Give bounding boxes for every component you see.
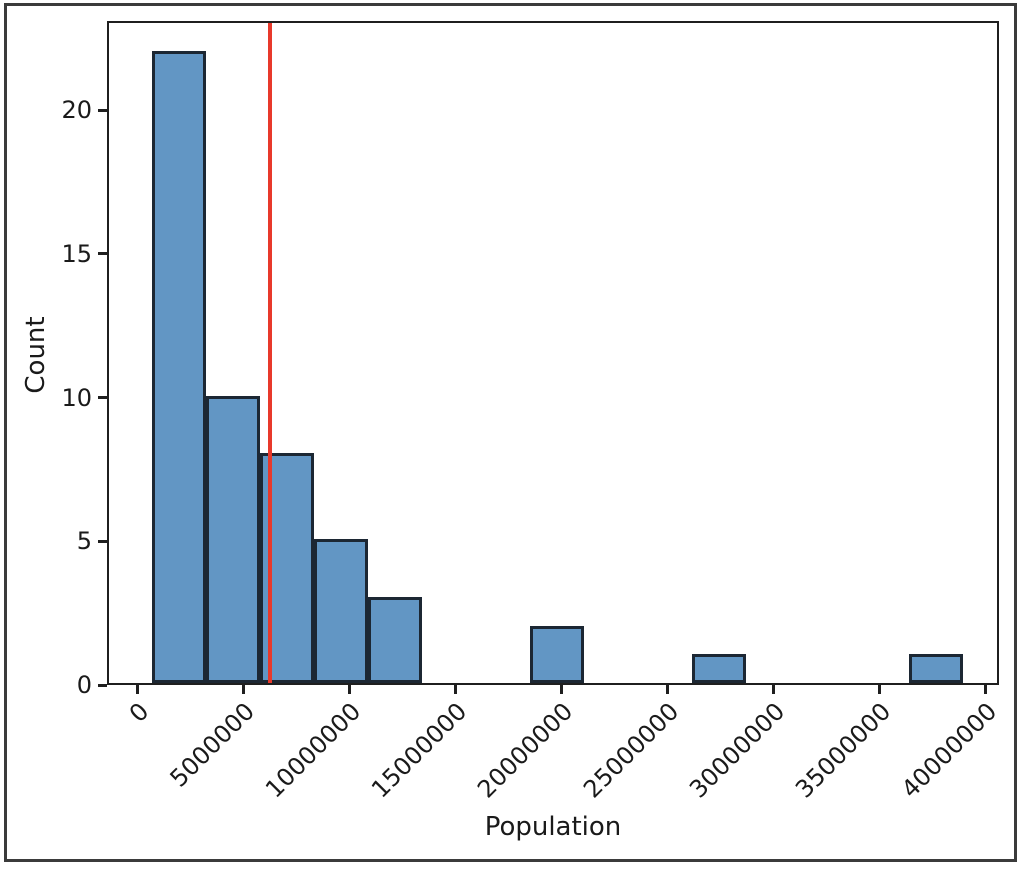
histogram-bar bbox=[151, 50, 206, 683]
y-tick-mark bbox=[98, 396, 107, 400]
histogram-bar bbox=[205, 395, 260, 683]
x-tick-mark bbox=[559, 685, 563, 694]
y-tick-mark bbox=[98, 539, 107, 543]
y-tick-label: 5 bbox=[76, 527, 92, 556]
histogram-bar bbox=[908, 654, 963, 683]
x-tick-mark bbox=[877, 685, 881, 694]
x-tick-mark bbox=[771, 685, 775, 694]
histogram-bar bbox=[313, 539, 368, 683]
plot-area bbox=[107, 21, 999, 685]
x-tick-mark bbox=[241, 685, 245, 694]
x-tick-mark bbox=[983, 685, 987, 694]
histogram-bar bbox=[530, 625, 585, 683]
x-tick-mark bbox=[135, 685, 139, 694]
x-tick-mark bbox=[665, 685, 669, 694]
histogram-bar bbox=[692, 654, 747, 683]
y-tick-label: 15 bbox=[61, 239, 92, 268]
x-tick-mark bbox=[347, 685, 351, 694]
histogram-bar bbox=[368, 596, 423, 683]
y-tick-label: 10 bbox=[61, 383, 92, 412]
reference-line bbox=[268, 23, 273, 683]
y-axis-label: Count bbox=[21, 316, 51, 394]
y-tick-mark bbox=[98, 683, 107, 687]
x-tick-mark bbox=[453, 685, 457, 694]
y-tick-mark bbox=[98, 252, 107, 256]
x-axis-label: Population bbox=[484, 812, 622, 842]
y-tick-label: 20 bbox=[61, 96, 92, 125]
y-tick-label: 0 bbox=[76, 671, 92, 699]
y-tick-mark bbox=[98, 108, 107, 112]
